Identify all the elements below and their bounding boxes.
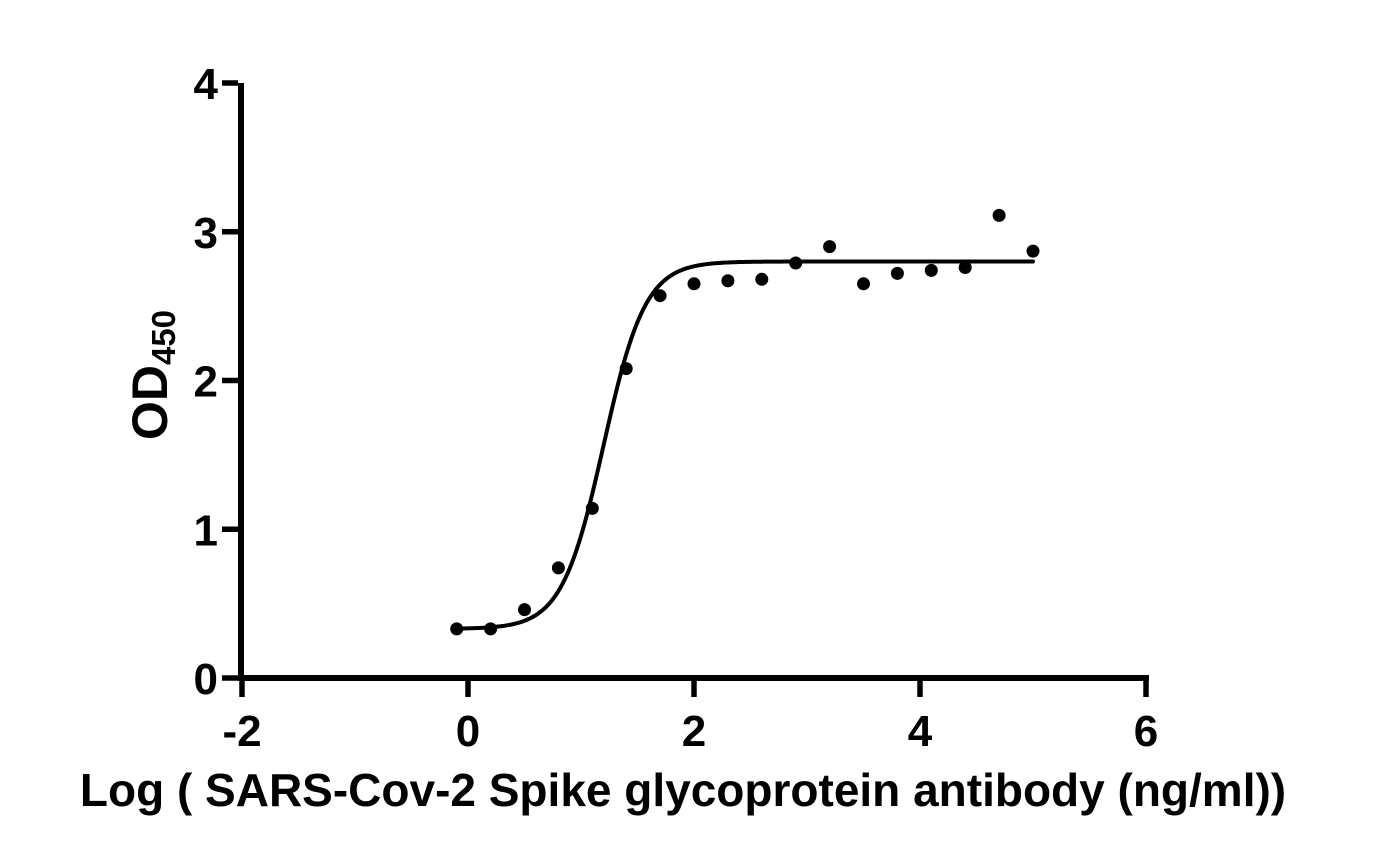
data-point — [789, 257, 802, 270]
x-tick-label: -2 — [222, 707, 261, 756]
fit-curve-layer — [454, 262, 1033, 629]
data-point — [586, 502, 599, 515]
data-point — [959, 261, 972, 274]
data-point — [891, 267, 904, 280]
data-point — [925, 264, 938, 277]
data-point — [1027, 245, 1040, 258]
y-tick-label: 4 — [194, 60, 219, 109]
x-tick-label: 2 — [682, 707, 706, 756]
data-point — [857, 277, 870, 290]
data-points-layer — [450, 209, 1039, 636]
y-tick-label: 0 — [194, 655, 218, 704]
data-point — [688, 277, 701, 290]
y-axis-title-main: OD — [122, 365, 178, 440]
figure-canvas: 01234-20246 Log ( SARS-Cov-2 Spike glyco… — [0, 0, 1383, 863]
data-point — [755, 273, 768, 286]
x-tick-label: 6 — [1134, 707, 1158, 756]
data-point — [620, 362, 633, 375]
axes-layer: 01234-20246 — [194, 60, 1159, 756]
data-point — [993, 209, 1006, 222]
y-axis-title-subscript: 450 — [145, 310, 182, 365]
x-tick-label: 0 — [456, 707, 480, 756]
data-point — [484, 622, 497, 635]
y-tick-label: 3 — [194, 209, 218, 258]
data-point — [654, 289, 667, 302]
y-axis-title: OD450 — [122, 310, 182, 440]
data-point — [823, 240, 836, 253]
x-tick-label: 4 — [908, 707, 933, 756]
dose-response-plot: 01234-20246 Log ( SARS-Cov-2 Spike glyco… — [0, 0, 1383, 863]
x-axis-title: Log ( SARS-Cov-2 Spike glycoprotein anti… — [80, 764, 1286, 816]
data-point — [552, 561, 565, 574]
y-tick-label: 2 — [194, 358, 218, 407]
data-point — [450, 622, 463, 635]
data-point — [721, 274, 734, 287]
data-point — [518, 603, 531, 616]
fit-curve — [454, 262, 1033, 629]
y-tick-label: 1 — [194, 506, 218, 555]
